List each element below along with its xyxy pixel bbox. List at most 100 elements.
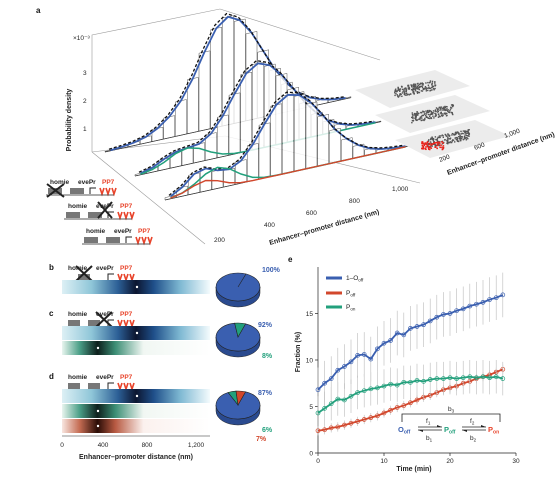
y-tick-1: 1 [83, 126, 87, 133]
data-point [335, 396, 341, 402]
inset-dot [434, 136, 437, 138]
inset-dot [451, 104, 454, 107]
data-point [368, 415, 374, 421]
inset-dot [459, 137, 461, 139]
construct-a3-evepr: evePr [114, 228, 132, 235]
waterfall-plot [104, 12, 412, 201]
inset-dot [427, 116, 429, 119]
inset-dot [410, 88, 413, 91]
data-point [375, 385, 380, 391]
inset-dot [429, 87, 432, 89]
inset-dot [412, 85, 415, 88]
inset-dot [434, 110, 436, 112]
construct-c-pp7: PP7 [120, 311, 133, 318]
data-point [434, 376, 440, 381]
inset-dot-red [438, 141, 440, 144]
promoter-arrow-icon [107, 211, 114, 218]
data-point [348, 393, 354, 399]
inset-dot [458, 132, 460, 135]
inset-dot-red [442, 146, 445, 149]
inset-dot [412, 90, 414, 92]
inset-dot-red [435, 141, 438, 144]
inset-dot [448, 111, 450, 113]
inset-dot-red [421, 141, 423, 143]
inset-dot [453, 133, 455, 135]
inset-dot-red [429, 146, 431, 149]
pie-b: 100% [215, 267, 281, 308]
inset-dot [412, 84, 414, 86]
inset-dot [407, 86, 409, 88]
histogram-bar [240, 71, 252, 153]
inset-dot [440, 111, 442, 114]
inset-dot-red [442, 147, 444, 150]
inset-dot [430, 117, 433, 120]
data-point [441, 376, 446, 381]
inset-dot [439, 112, 442, 114]
inset-dot [420, 90, 423, 92]
panel-d-label: d [49, 372, 54, 381]
inset-dot [421, 90, 424, 92]
inset-dot [431, 138, 434, 141]
promoter-arrow-icon [89, 187, 96, 194]
inset-dot [435, 107, 438, 109]
inset-dot [435, 144, 437, 147]
inset-dot [442, 134, 444, 137]
inset-dot [465, 130, 467, 133]
inset-dot [431, 136, 433, 139]
data-point [414, 378, 420, 383]
inset-dot [452, 105, 455, 107]
inset-dot [414, 86, 416, 88]
data-curve [168, 91, 405, 196]
data-point [487, 297, 492, 302]
inset-dot [414, 88, 416, 91]
inset-dot [408, 88, 410, 90]
inset-dot [446, 138, 449, 140]
inset-dot-red [422, 148, 424, 150]
inset-dot [450, 106, 452, 109]
inset-dot [445, 109, 447, 111]
inset-dot [411, 86, 413, 88]
y-axis-label-a: Probability density [66, 89, 73, 152]
inset-dot [397, 96, 400, 98]
data-point [493, 374, 499, 380]
inset-dot [447, 136, 449, 139]
data-point [454, 308, 459, 314]
data-point [361, 388, 367, 394]
strip-c-green [62, 341, 210, 355]
inset-dot [420, 115, 422, 118]
inset-dot [432, 137, 434, 140]
inset-dot [438, 144, 440, 147]
data-point [388, 381, 393, 387]
inset-dot-red [428, 148, 430, 150]
inset-dot [447, 134, 449, 136]
data-point [375, 346, 380, 352]
inset-dot [463, 136, 466, 139]
inset-dot [434, 81, 436, 83]
inset-dot-red [436, 144, 439, 147]
inset-dot [467, 130, 469, 132]
inset-dot [467, 137, 469, 140]
inset-dot [418, 112, 420, 115]
inset-dot [422, 83, 424, 85]
y-tick-label: 15 [306, 311, 314, 318]
inset-dot-red [440, 144, 442, 146]
inset-dot [460, 130, 462, 133]
inset-dot [412, 115, 414, 117]
inset-dot [432, 85, 435, 88]
inset-dot [405, 89, 408, 92]
fit-curve-total [169, 93, 406, 198]
inset-dot [434, 112, 436, 115]
inset-dot [419, 85, 422, 88]
pie-label: 87% [258, 390, 273, 397]
inset-dot [466, 136, 468, 139]
inset-dot [435, 110, 437, 113]
inset-dot [441, 113, 443, 115]
model-b2: b2 [470, 435, 477, 443]
inset-dot [422, 88, 425, 90]
x-tick-800-b: 800 [142, 442, 153, 449]
construct-d: homie evePr PP7 [66, 374, 135, 392]
inset-dot [439, 106, 441, 109]
inset-dot [422, 119, 424, 121]
inset-dot [467, 131, 470, 133]
